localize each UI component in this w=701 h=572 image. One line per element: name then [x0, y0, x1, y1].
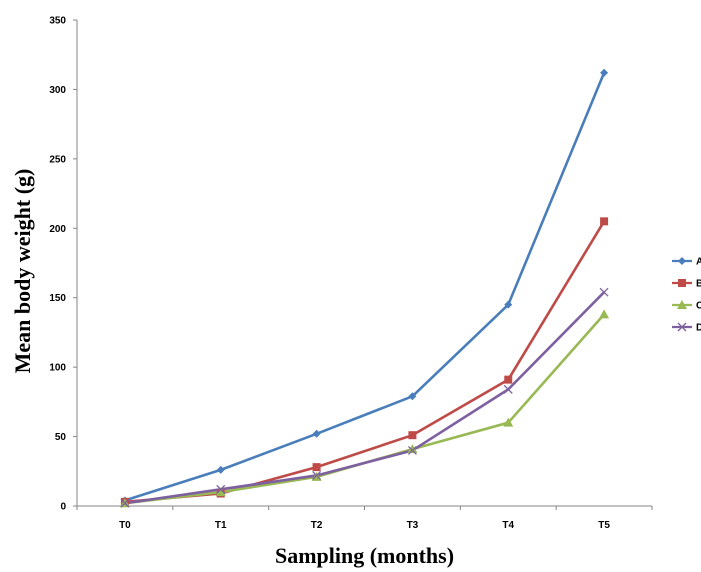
- legend-marker: [677, 322, 687, 332]
- legend-label: D: [696, 323, 701, 334]
- y-tick-label: 250: [49, 154, 66, 165]
- legend-item-D: D: [672, 323, 701, 334]
- data-point-A: [408, 392, 417, 401]
- x-tick-label: T2: [311, 520, 323, 531]
- y-tick-label: 300: [49, 85, 66, 96]
- y-tick-labels: 0 50 100 150 200 250 300 350: [49, 16, 77, 513]
- legend-marker: [678, 279, 686, 287]
- data-point-C: [407, 444, 418, 454]
- data-point-D: [407, 445, 417, 455]
- series-line-A: [124, 72, 606, 502]
- x-tick-label: T4: [502, 520, 514, 531]
- x-axis-title: Sampling (months): [275, 543, 454, 568]
- legend-label: B: [696, 279, 701, 290]
- x-tick-label: T0: [119, 520, 131, 531]
- series-line-D: [124, 291, 606, 505]
- data-point-B: [408, 431, 417, 440]
- y-tick-label: 200: [49, 224, 66, 235]
- data-point-A: [312, 429, 321, 438]
- legend-item-C: C: [672, 300, 701, 312]
- data-point-C: [215, 487, 226, 497]
- y-axis-title: Mean body weight (g): [10, 169, 35, 374]
- axes: [76, 20, 652, 507]
- y-tick-label: 350: [49, 16, 66, 27]
- legend-item-B: B: [672, 279, 701, 290]
- y-tick-label: 100: [49, 363, 66, 374]
- legend-marker: [678, 257, 686, 265]
- series-line-B: [124, 220, 606, 504]
- legend-item-A: A: [672, 257, 701, 268]
- data-point-B: [504, 375, 513, 384]
- data-point-A: [216, 465, 225, 474]
- series-line-C: [124, 313, 606, 505]
- data-point-B: [312, 463, 321, 472]
- y-tick-label: 150: [49, 293, 66, 304]
- data-point-D: [503, 384, 513, 394]
- y-tick-label: 0: [60, 502, 66, 513]
- data-point-D: [599, 287, 609, 297]
- data-point-A: [504, 300, 513, 309]
- data-point-D: [120, 498, 130, 508]
- legend-label: A: [696, 257, 701, 268]
- x-tick-labels: T0 T1 T2 T3 T4 T5: [76, 506, 653, 531]
- y-tick-label: 50: [55, 432, 67, 443]
- data-point-D: [312, 470, 322, 480]
- legend-label: C: [696, 301, 701, 312]
- x-tick-label: T3: [407, 520, 419, 531]
- data-point-C: [503, 417, 514, 427]
- data-point-C: [599, 309, 610, 319]
- data-point-D: [216, 484, 226, 494]
- x-tick-label: T1: [215, 520, 227, 531]
- legend-marker: [677, 300, 687, 309]
- series-markers: [119, 68, 610, 508]
- series-lines: [124, 72, 606, 505]
- data-point-A: [600, 68, 609, 77]
- data-point-B: [600, 217, 609, 226]
- x-tick-label: T5: [598, 520, 610, 531]
